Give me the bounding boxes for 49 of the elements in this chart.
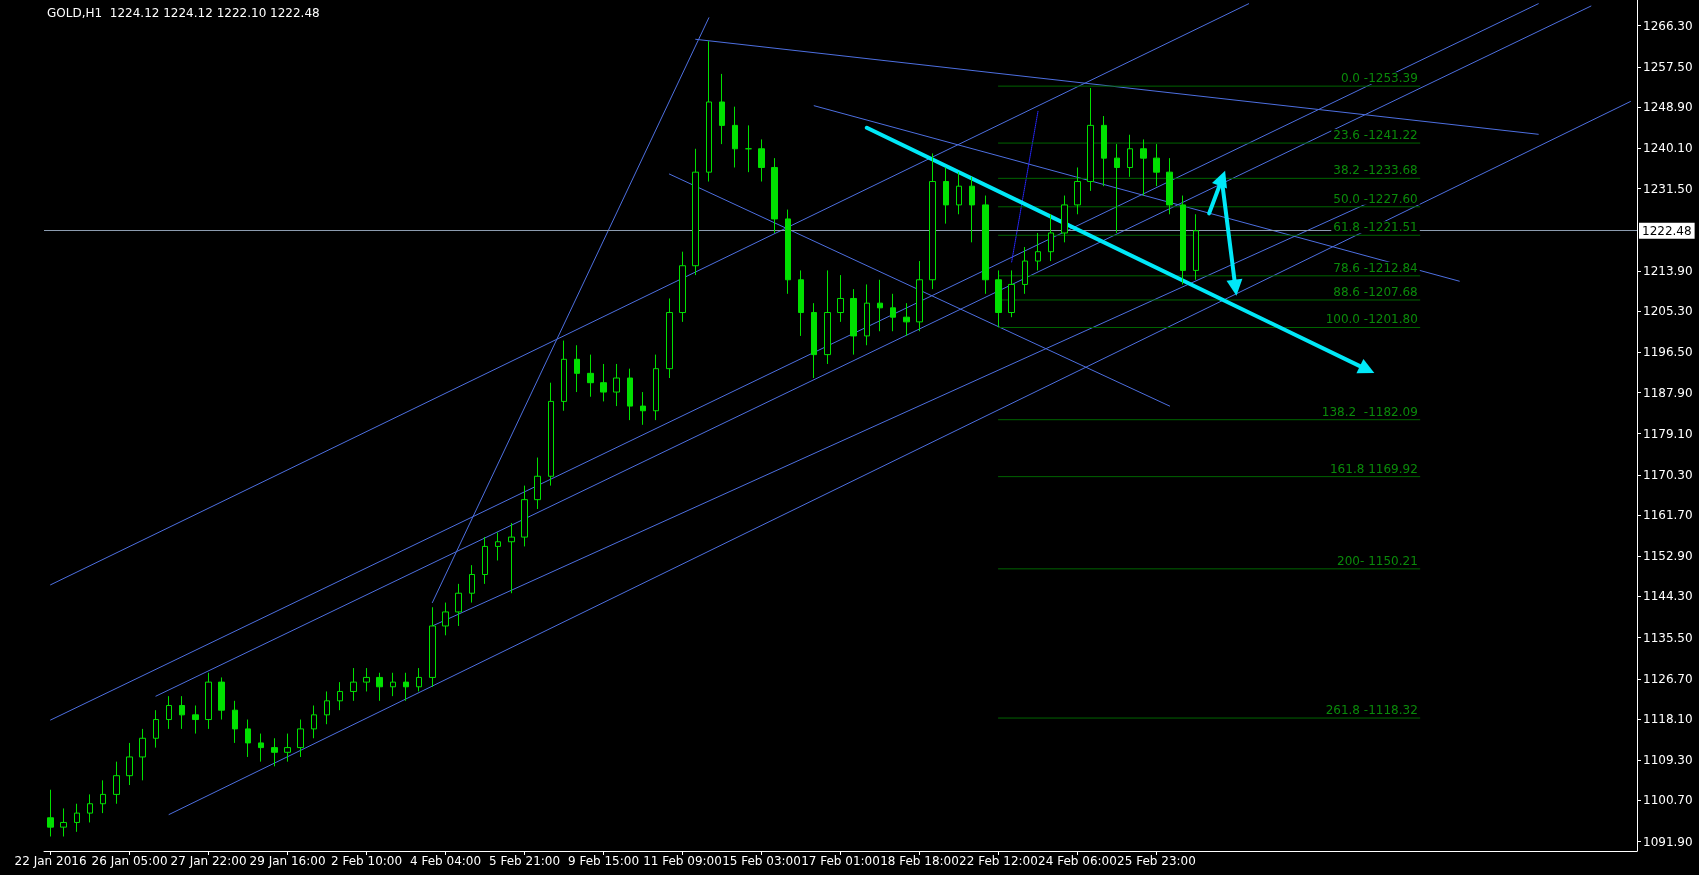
x-tick-label: 24 Feb 06:00 — [1038, 854, 1117, 868]
annotation: 50.0 -1227.60 — [1333, 191, 1418, 206]
y-tick-label: 1179.10 — [1643, 426, 1693, 441]
y-tick-label: 1231.50 — [1643, 181, 1693, 196]
annotation: 23.6 -1241.22 — [1333, 128, 1418, 143]
x-tick-label: 22 Jan 2016 — [14, 854, 87, 868]
x-tick-label: 25 Feb 23:00 — [1117, 854, 1196, 868]
x-tick-label: 5 Feb 21:00 — [488, 854, 561, 868]
y-tick-label: 1187.90 — [1643, 385, 1693, 400]
y-tick-label: 1213.90 — [1643, 263, 1693, 278]
y-tick-label: 1170.30 — [1643, 467, 1693, 482]
ref-line-label: 1222.48 — [1642, 223, 1692, 238]
y-tick-label: 1118.10 — [1643, 712, 1693, 727]
annotation: 161.8 1169.92 — [1329, 461, 1418, 476]
x-tick-label: 9 Feb 15:00 — [567, 854, 640, 868]
y-tick-label: 1091.90 — [1643, 834, 1693, 849]
x-tick-label: 22 Feb 12:00 — [959, 854, 1038, 868]
x-tick-label: 29 Jan 16:00 — [249, 854, 326, 868]
y-tick-label: 1100.70 — [1643, 793, 1693, 808]
annotation: 138.2 -1182.09 — [1321, 404, 1418, 419]
x-tick-label: 4 Feb 04:00 — [409, 854, 482, 868]
annotation: 200- 1150.21 — [1337, 553, 1418, 568]
annotation: 78.6 -1212.84 — [1333, 260, 1418, 275]
y-tick-label: 1109.30 — [1643, 753, 1693, 768]
x-tick-label: 18 Feb 18:00 — [880, 854, 959, 868]
y-tick-label: 1266.30 — [1643, 18, 1693, 33]
text: GOLD,H1 1224.12 1224.12 1222.10 1222.48 — [47, 6, 320, 20]
x-tick-label: 17 Feb 01:00 — [801, 854, 880, 868]
annotation: 0.0 -1253.39 — [1340, 71, 1418, 86]
y-tick-label: 1248.90 — [1643, 100, 1693, 115]
x-tick-label: 26 Jan 05:00 — [91, 854, 168, 868]
x-tick-label: 15 Feb 03:00 — [722, 854, 801, 868]
annotation: 88.6 -1207.68 — [1333, 284, 1418, 299]
y-tick-label: 1196.50 — [1643, 345, 1693, 360]
annotation: 100.0 -1201.80 — [1325, 312, 1418, 327]
x-tick-label: 27 Jan 22:00 — [170, 854, 247, 868]
x-tick-label: 2 Feb 10:00 — [331, 854, 403, 868]
y-tick-label: 1240.10 — [1643, 141, 1693, 156]
y-tick-label: 1161.70 — [1643, 508, 1693, 523]
annotation: 261.8 -1118.32 — [1325, 703, 1418, 718]
x-tick-label: 11 Feb 09:00 — [643, 854, 722, 868]
y-tick-label: 1257.50 — [1643, 59, 1693, 74]
y-tick-label: 1135.50 — [1643, 630, 1693, 645]
y-tick-label: 1205.30 — [1643, 304, 1693, 319]
y-tick-label: 1152.90 — [1643, 549, 1693, 564]
annotation: 61.8 -1221.51 — [1333, 220, 1418, 235]
y-tick-label: 1144.30 — [1643, 589, 1693, 604]
annotation: 38.2 -1233.68 — [1333, 163, 1418, 178]
y-tick-label: 1126.70 — [1643, 671, 1693, 686]
